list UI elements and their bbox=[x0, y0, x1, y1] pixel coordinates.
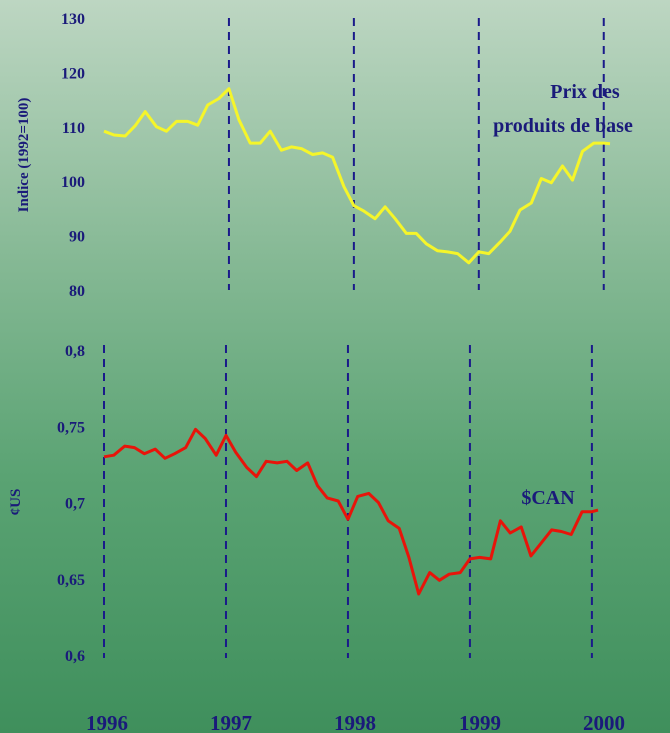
top-y-tick-label: 100 bbox=[61, 174, 85, 191]
bottom-series-annotation: $CAN bbox=[521, 487, 575, 509]
x-tick-label-1996: 1996 bbox=[86, 711, 128, 733]
x-axis-years: 1996 1997 1998 1999 2000 bbox=[86, 711, 625, 733]
bottom-y-tick-label: 0,7 bbox=[65, 496, 85, 513]
top-y-axis-label: Indice (1992=100) bbox=[16, 98, 32, 213]
top-y-tick-label: 120 bbox=[61, 65, 85, 82]
bottom-chart-canadian-dollar: 0,8 0,75 0,7 0,65 0,6 ¢US $CAN bbox=[8, 343, 599, 665]
top-chart-commodity-prices: 130 120 110 100 90 80 Indice (1992=100) Prix de… bbox=[16, 11, 633, 300]
top-y-tick-label: 90 bbox=[69, 229, 85, 246]
bottom-y-tick-label: 0,8 bbox=[65, 343, 85, 360]
x-tick-label-1998: 1998 bbox=[334, 711, 376, 733]
bottom-y-tick-label: 0,75 bbox=[57, 419, 85, 436]
top-y-tick-label: 130 bbox=[61, 11, 85, 28]
x-tick-label-2000: 2000 bbox=[583, 711, 625, 733]
bottom-y-tick-label: 0,65 bbox=[57, 572, 85, 589]
x-tick-label-1999: 1999 bbox=[459, 711, 501, 733]
top-series-annotation: Prix des bbox=[550, 81, 620, 103]
top-series-annotation: produits de base bbox=[493, 115, 633, 137]
top-y-tick-label: 110 bbox=[62, 120, 85, 137]
bottom-y-axis-label: ¢US bbox=[8, 489, 24, 516]
bottom-y-tick-label: 0,6 bbox=[65, 648, 85, 665]
x-tick-label-1997: 1997 bbox=[210, 711, 252, 733]
bottom-series-line bbox=[103, 427, 599, 596]
top-y-tick-label: 80 bbox=[69, 283, 85, 300]
top-series-line bbox=[103, 87, 611, 265]
